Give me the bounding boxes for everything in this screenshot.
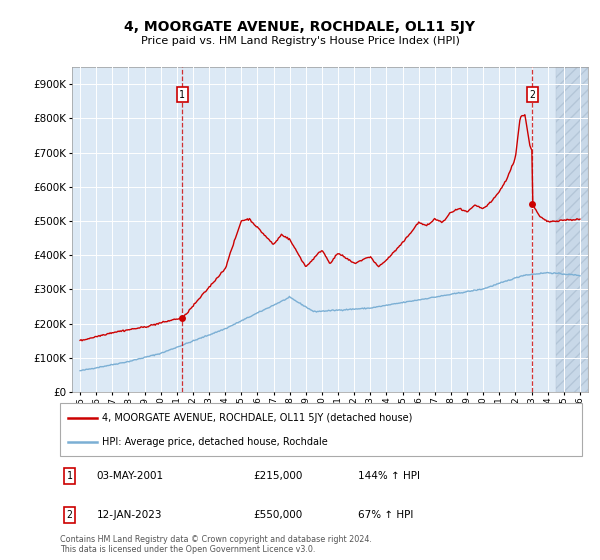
Text: HPI: Average price, detached house, Rochdale: HPI: Average price, detached house, Roch… [102, 437, 328, 447]
Text: 2: 2 [529, 90, 535, 100]
Bar [556, 67, 588, 392]
Text: 4, MOORGATE AVENUE, ROCHDALE, OL11 5JY (detached house): 4, MOORGATE AVENUE, ROCHDALE, OL11 5JY (… [102, 413, 412, 423]
Text: Price paid vs. HM Land Registry's House Price Index (HPI): Price paid vs. HM Land Registry's House … [140, 36, 460, 46]
Text: 03-MAY-2001: 03-MAY-2001 [97, 471, 164, 481]
Bar [556, 67, 588, 392]
Text: 67% ↑ HPI: 67% ↑ HPI [358, 510, 413, 520]
Text: 2: 2 [67, 510, 73, 520]
Text: £215,000: £215,000 [253, 471, 302, 481]
Text: Contains HM Land Registry data © Crown copyright and database right 2024.: Contains HM Land Registry data © Crown c… [60, 535, 372, 544]
Text: 144% ↑ HPI: 144% ↑ HPI [358, 471, 419, 481]
Text: This data is licensed under the Open Government Licence v3.0.: This data is licensed under the Open Gov… [60, 545, 316, 554]
Text: 1: 1 [67, 471, 73, 481]
Text: 1: 1 [179, 90, 185, 100]
Text: £550,000: £550,000 [253, 510, 302, 520]
Text: 4, MOORGATE AVENUE, ROCHDALE, OL11 5JY: 4, MOORGATE AVENUE, ROCHDALE, OL11 5JY [125, 20, 476, 34]
Text: 12-JAN-2023: 12-JAN-2023 [97, 510, 162, 520]
